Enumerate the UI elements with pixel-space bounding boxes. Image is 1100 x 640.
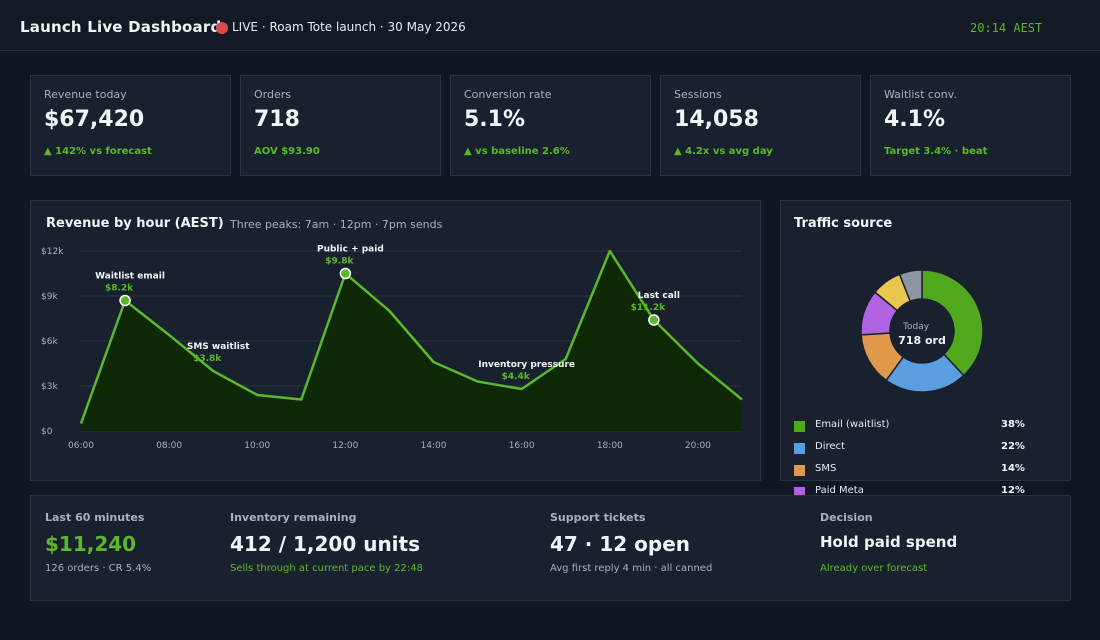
annotation-value: $4.4k — [502, 372, 531, 382]
stat-sub: Sells through at current pace by 22:48 — [230, 563, 423, 574]
traffic-source-card: Traffic source Today 718 ord Email (waitl… — [780, 200, 1072, 498]
peak-marker — [648, 314, 660, 326]
stat-label: Inventory remaining — [230, 511, 357, 524]
kpi-card-conversion[interactable]: Conversion rate 5.1% ▲ vs baseline 2.6% — [450, 75, 651, 176]
y-tick-label: $12k — [41, 247, 64, 257]
annotation-value: $3.8k — [193, 354, 222, 364]
traffic-donut-chart[interactable]: Today 718 ord — [781, 201, 1072, 401]
kpi-value: 14,058 — [674, 107, 759, 132]
x-tick-label: 08:00 — [156, 441, 182, 451]
page-title: Launch Live Dashboard — [20, 18, 222, 36]
legend-item-direct[interactable]: Direct 22% — [794, 441, 1034, 457]
x-tick-label: 12:00 — [332, 441, 358, 451]
kpi-label: Conversion rate — [464, 88, 552, 101]
stat-sub: Already over forecast — [820, 563, 928, 574]
kpi-delta: ▲ vs baseline 2.6% — [464, 146, 570, 157]
stat-sub: 126 orders · CR 5.4% — [45, 563, 152, 574]
annotation-title: Public + paid — [317, 245, 384, 255]
kpi-card-orders[interactable]: Orders 718 AOV $93.90 — [240, 75, 441, 176]
legend-percent: 14% — [1001, 463, 1025, 474]
legend-item-sms[interactable]: SMS 14% — [794, 463, 1034, 479]
revenue-chart-card: $0 $3k $6k $9k $12k 06:00 08:00 10:00 12:00 14:00… — [30, 200, 761, 481]
x-tick-label: 20:00 — [685, 441, 711, 451]
top-bar: Launch Live Dashboard LIVE · Roam Tote l… — [0, 0, 1100, 51]
y-tick-label: $9k — [41, 292, 58, 302]
x-tick-label: 18:00 — [597, 441, 623, 451]
kpi-label: Revenue today — [44, 88, 127, 101]
stat-value: $11,240 — [45, 532, 137, 556]
revenue-chart[interactable]: $0 $3k $6k $9k $12k 06:00 08:00 10:00 12:00 14:00… — [31, 201, 762, 482]
kpi-value: 4.1% — [884, 107, 946, 132]
traffic-title: Traffic source — [794, 216, 893, 231]
kpi-value: $67,420 — [44, 107, 145, 132]
legend-label: Direct — [815, 441, 845, 452]
annotation-title: Last call — [638, 291, 680, 301]
annotation-value: $9.8k — [325, 257, 354, 267]
donut-slice — [898, 269, 923, 303]
legend-percent: 22% — [1001, 441, 1025, 452]
kpi-card-sessions[interactable]: Sessions 14,058 ▲ 4.2x vs avg day — [660, 75, 861, 176]
legend-percent: 12% — [1001, 485, 1025, 496]
annotation-value: $8.2k — [105, 284, 134, 294]
stat-label: Support tickets — [550, 511, 646, 524]
legend-swatch — [794, 421, 805, 432]
kpi-delta: AOV $93.90 — [254, 146, 320, 157]
stat-sub: Avg first reply 4 min · all canned — [550, 563, 713, 574]
legend-label: SMS — [815, 463, 837, 474]
x-tick-label: 10:00 — [244, 441, 270, 451]
live-indicator-icon — [216, 22, 228, 34]
revenue-area — [81, 251, 742, 431]
clock: 20:14 AEST — [970, 21, 1043, 35]
x-tick-label: 14:00 — [421, 441, 447, 451]
bottom-stats-card: Last 60 minutes $11,240 126 orders · CR … — [30, 495, 1071, 601]
annotation-title: Waitlist email — [95, 272, 165, 282]
legend-label: Email (waitlist) — [815, 419, 890, 430]
y-tick-label: $0 — [41, 427, 53, 437]
kpi-card-revenue[interactable]: Revenue today $67,420 ▲ 142% vs forecast — [30, 75, 231, 176]
chart-subtitle: Three peaks: 7am · 12pm · 7pm sends — [230, 218, 443, 231]
live-status-text: LIVE · Roam Tote launch · 30 May 2026 — [232, 20, 466, 34]
revenue-line — [79, 249, 743, 424]
legend-swatch — [794, 443, 805, 454]
legend-item-paid-meta[interactable]: Paid Meta 12% — [794, 485, 1034, 501]
y-tick-label: $6k — [41, 337, 58, 347]
x-tick-label: 16:00 — [509, 441, 535, 451]
annotation-title: Inventory pressure — [478, 360, 575, 370]
annotation-value: $11.2k — [631, 303, 666, 313]
legend-swatch — [794, 465, 805, 476]
legend-item-email[interactable]: Email (waitlist) 38% — [794, 419, 1034, 435]
stat-value: 412 / 1,200 units — [230, 532, 420, 556]
kpi-delta: ▲ 142% vs forecast — [44, 146, 152, 157]
legend-label: Paid Meta — [815, 485, 864, 496]
kpi-delta: Target 3.4% · beat — [884, 146, 988, 157]
kpi-value: 718 — [254, 107, 300, 132]
chart-title: Revenue by hour (AEST) — [46, 216, 224, 231]
kpi-label: Orders — [254, 88, 291, 101]
peak-marker — [339, 267, 352, 280]
donut-center-value: 718 ord — [898, 334, 946, 347]
annotation-title: SMS waitlist — [187, 342, 250, 352]
y-tick-label: $3k — [41, 382, 58, 392]
kpi-delta: ▲ 4.2x vs avg day — [674, 146, 773, 157]
kpi-label: Sessions — [674, 88, 722, 101]
kpi-value: 5.1% — [464, 107, 526, 132]
stat-value: 47 · 12 open — [550, 532, 691, 556]
kpi-card-waitlist[interactable]: Waitlist conv. 4.1% Target 3.4% · beat — [870, 75, 1071, 176]
stat-label: Last 60 minutes — [45, 511, 145, 524]
stat-value: Hold paid spend — [820, 533, 958, 551]
peak-marker — [119, 294, 131, 307]
x-tick-label: 06:00 — [68, 441, 94, 451]
legend-swatch — [794, 487, 805, 498]
donut-slice — [921, 269, 984, 377]
legend-percent: 38% — [1001, 419, 1025, 430]
donut-center-label: Today — [902, 322, 930, 332]
kpi-label: Waitlist conv. — [884, 88, 957, 101]
stat-label: Decision — [820, 511, 873, 524]
